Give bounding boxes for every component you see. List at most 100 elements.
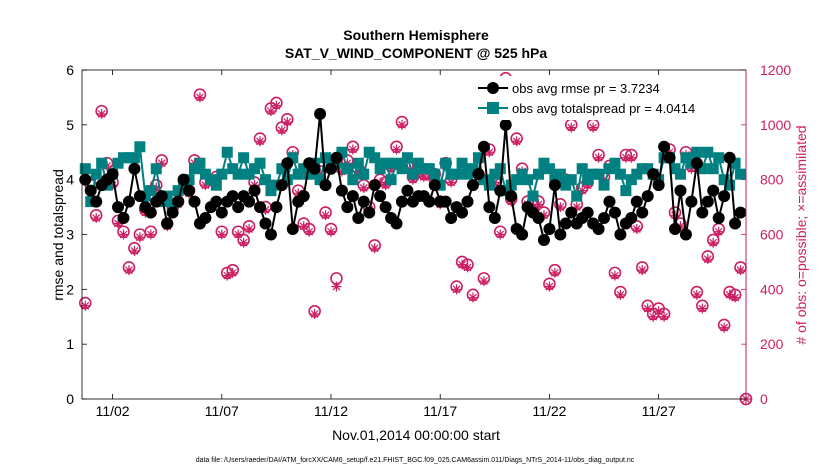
- totalspread-point: [543, 163, 555, 175]
- totalspread-point: [554, 168, 566, 180]
- obs-assimilated-point: [123, 265, 134, 276]
- rmse-point: [84, 184, 97, 197]
- totalspread-point: [128, 152, 140, 164]
- totalspread-point: [396, 163, 408, 175]
- y-axis-right-label: # of obs: o=possible; ×=assimilated: [793, 125, 809, 344]
- obs-assimilated-point: [549, 267, 560, 278]
- obs-assimilated-point: [255, 136, 266, 147]
- rmse-point: [483, 201, 496, 214]
- obs-assimilated-point: [227, 267, 238, 278]
- rmse-point: [718, 190, 731, 203]
- rmse-point: [669, 223, 682, 236]
- rmse-point: [363, 206, 376, 219]
- legend-box: [470, 76, 740, 120]
- totalspread-point: [593, 168, 605, 180]
- totalspread-point: [216, 168, 228, 180]
- obs-assimilated-point: [271, 100, 282, 111]
- rmse-point: [352, 212, 365, 225]
- obs-assimilated-point: [326, 226, 336, 237]
- obs-assimilated-point: [702, 254, 713, 265]
- legend-rmse-label: obs avg rmse pr = 3.7234: [512, 81, 660, 96]
- obs-assimilated-point: [566, 122, 577, 133]
- rmse-point: [647, 168, 660, 181]
- y-left-tick-label: 5: [66, 117, 74, 133]
- y-axis-left-label: rmse and totalspread: [50, 169, 66, 301]
- totalspread-point: [341, 163, 353, 175]
- rmse-point: [183, 184, 196, 197]
- obs-assimilated-point: [571, 202, 582, 213]
- rmse-point: [199, 212, 212, 225]
- obs-assimilated-point: [244, 224, 255, 235]
- rmse-point: [690, 157, 703, 170]
- totalspread-point: [210, 179, 222, 191]
- rmse-point: [281, 157, 294, 170]
- x-tick-label: 11/22: [532, 403, 566, 419]
- legend-rmse-marker: [487, 82, 499, 94]
- totalspread-point: [276, 163, 288, 175]
- obs-assimilated-point: [113, 218, 124, 229]
- rmse-point: [603, 195, 616, 208]
- x-tick-label: 11/02: [96, 403, 130, 419]
- rmse-point: [286, 223, 299, 236]
- rmse-point: [477, 140, 490, 153]
- obs-assimilated-point: [80, 300, 91, 311]
- totalspread-point: [451, 168, 463, 180]
- obs-assimilated-point: [347, 144, 358, 155]
- totalspread-point: [522, 174, 534, 186]
- totalspread-point: [429, 168, 441, 180]
- rmse-point: [248, 184, 261, 197]
- totalspread-point: [729, 157, 741, 169]
- rmse-point: [614, 228, 627, 241]
- legend-spread-label: obs avg totalspread pr = 4.0414: [512, 101, 695, 116]
- rmse-point: [537, 233, 550, 246]
- chart-subtitle: SAT_V_WIND_COMPONENT @ 525 hPa: [285, 45, 548, 61]
- totalspread-point: [691, 146, 703, 158]
- obs-assimilated-point: [713, 226, 724, 237]
- obs-assimilated-point: [396, 119, 407, 130]
- rmse-point: [428, 179, 441, 192]
- rmse-point: [554, 228, 567, 241]
- rmse-point: [374, 190, 387, 203]
- totalspread-point: [702, 146, 714, 158]
- rmse-point: [112, 201, 125, 214]
- rmse-series: [79, 107, 747, 246]
- rmse-point: [696, 206, 709, 219]
- y-left-tick-label: 2: [66, 281, 74, 297]
- rmse-point: [423, 195, 436, 208]
- obs-assimilated-point: [282, 117, 293, 128]
- rmse-point: [117, 212, 130, 225]
- rmse-point: [652, 179, 665, 192]
- totalspread-point: [254, 157, 266, 169]
- y-left-tick-label: 0: [66, 391, 74, 407]
- rmse-point: [210, 195, 223, 208]
- obs-assimilated-point: [637, 265, 648, 276]
- rmse-point: [395, 195, 408, 208]
- rmse-point: [264, 228, 277, 241]
- totalspread-point: [380, 157, 392, 169]
- rmse-point: [707, 184, 720, 197]
- totalspread-point: [472, 152, 484, 164]
- totalspread-point: [281, 174, 293, 186]
- totalspread-point: [467, 163, 479, 175]
- rmse-point: [701, 195, 714, 208]
- obs-assimilated-point: [620, 152, 631, 163]
- obs-assimilated-point: [457, 259, 468, 270]
- obs-assimilated-point: [293, 188, 304, 199]
- obs-assimilated-point: [467, 292, 478, 303]
- totalspread-point: [696, 163, 708, 175]
- totalspread-point: [221, 146, 233, 158]
- totalspread-point: [527, 190, 539, 202]
- rmse-point: [226, 190, 239, 203]
- obs-assimilated-point: [96, 108, 107, 119]
- y-left-tick-label: 3: [66, 227, 74, 243]
- obs-assimilated-point: [309, 309, 320, 320]
- rmse-point: [548, 179, 561, 192]
- rmse-point: [308, 162, 321, 175]
- obs-assimilated-point: [588, 122, 599, 133]
- y-left-tick-label: 4: [66, 172, 74, 188]
- y-right-tick-label: 400: [760, 281, 784, 297]
- y-right-tick-label: 200: [760, 336, 784, 352]
- x-tick-label: 11/12: [314, 403, 348, 419]
- rmse-point: [674, 184, 687, 197]
- obs-assimilated-point: [670, 210, 681, 221]
